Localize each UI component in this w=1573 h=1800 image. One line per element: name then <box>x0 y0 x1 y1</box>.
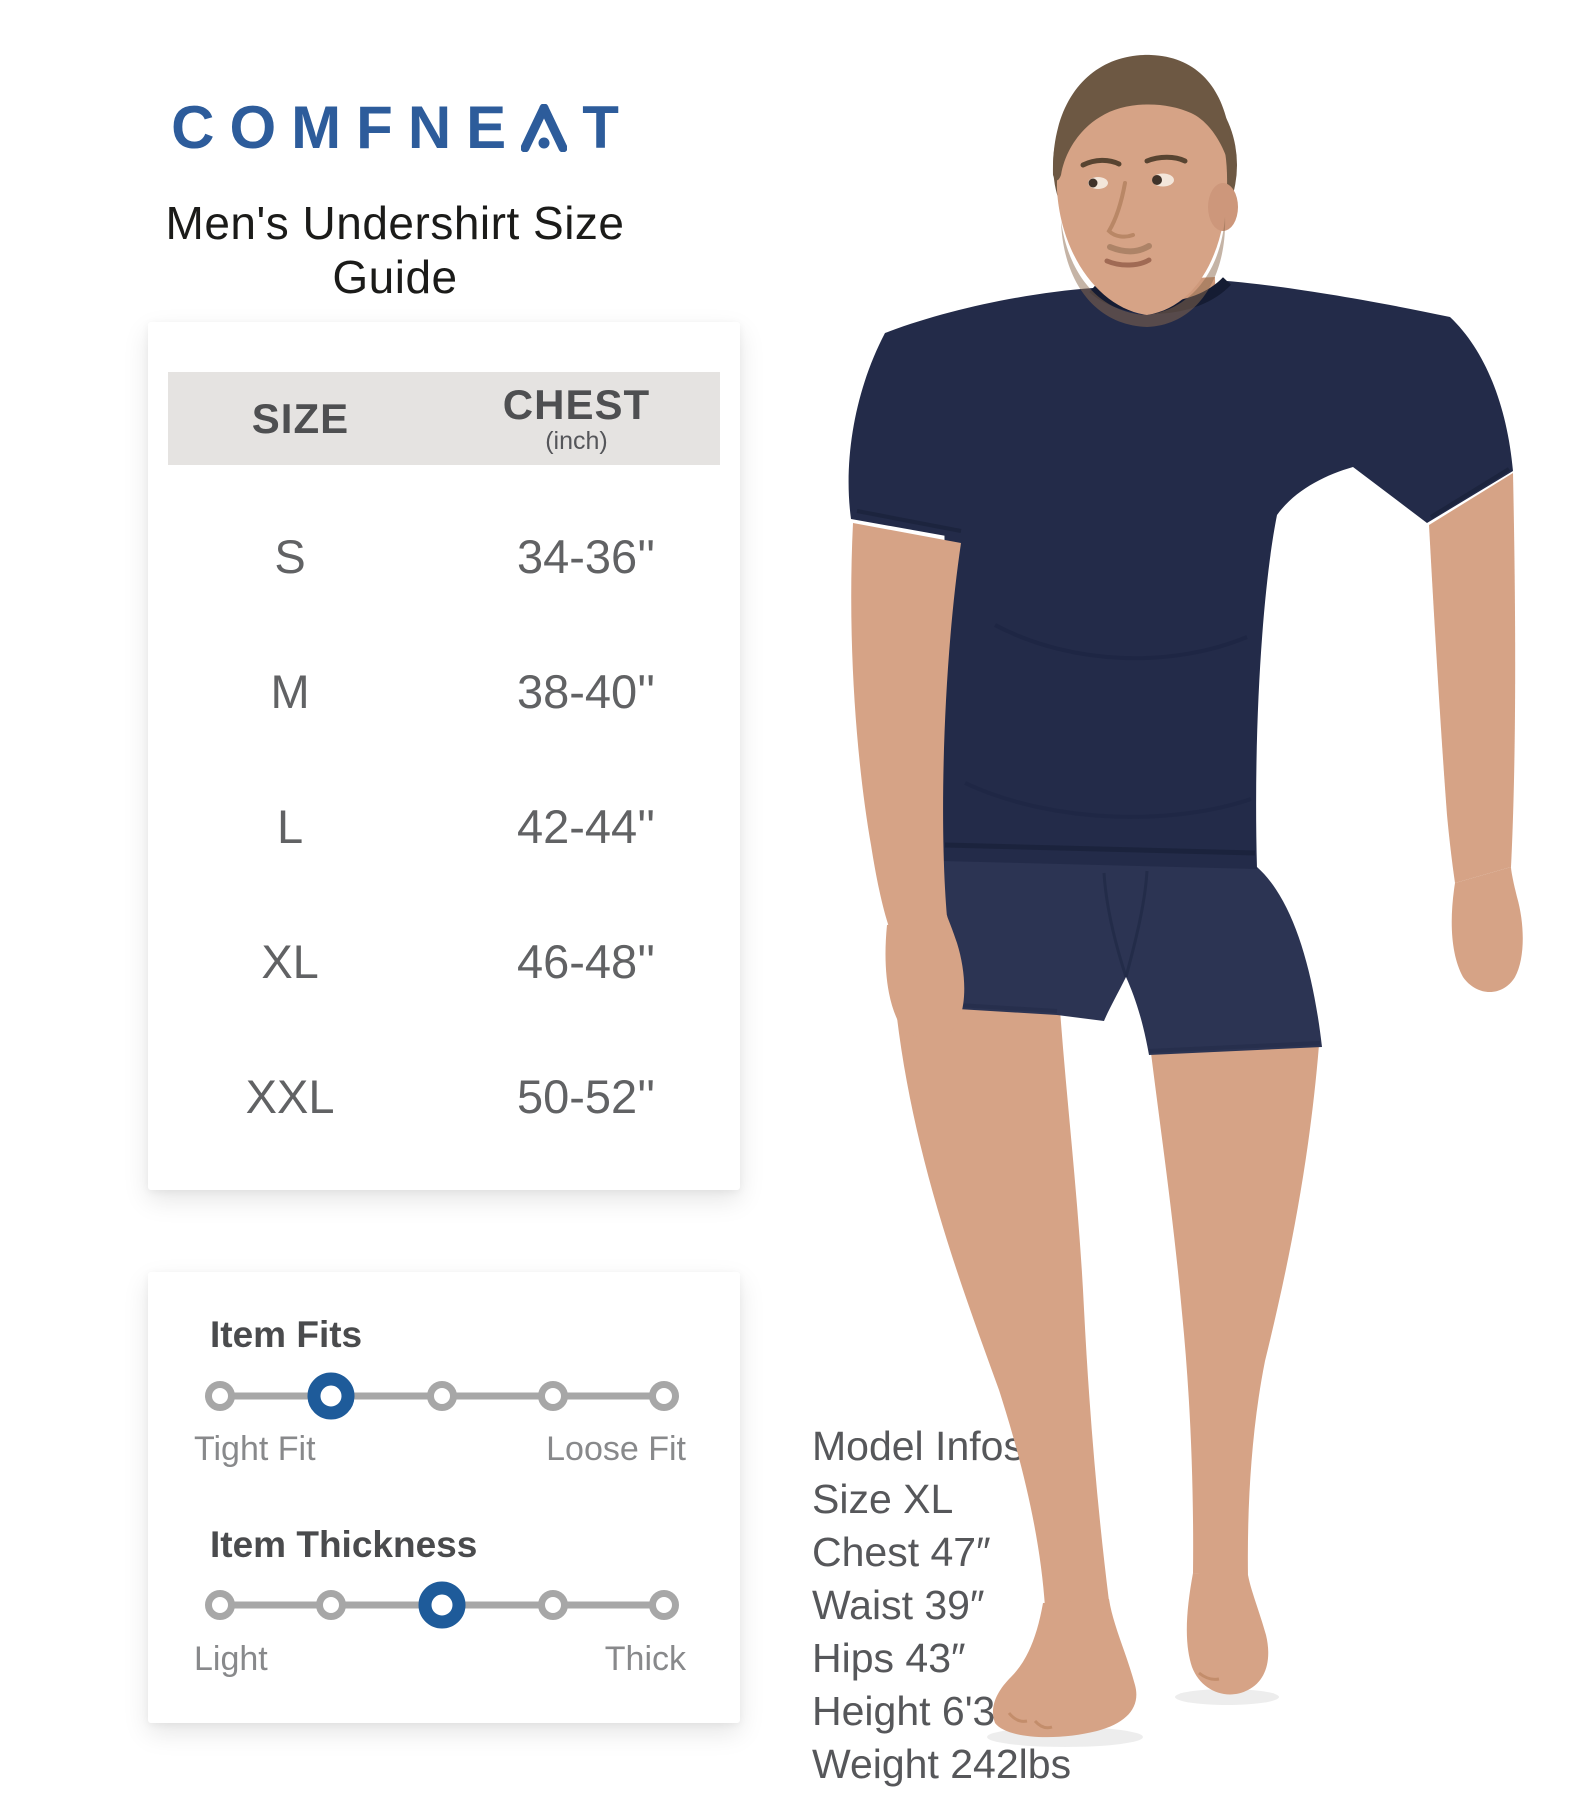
item-fits-labels: Tight Fit Loose Fit <box>194 1430 686 1469</box>
column-header-size: SIZE <box>251 394 350 442</box>
page-title: Men's Undershirt Size Guide <box>165 197 625 303</box>
size-cell: XL <box>261 935 319 988</box>
logo-letter: T <box>582 94 619 161</box>
logo-letter: O <box>229 94 277 161</box>
size-cell: S <box>274 530 306 583</box>
table-row: XL 46-48'' <box>148 894 740 1029</box>
logo-letter: C <box>171 94 215 161</box>
loose-fit-label: Loose Fit <box>546 1430 686 1468</box>
model-info-line: Weight 242lbs <box>812 1741 1072 1787</box>
model-info-line: Hips 43″ <box>812 1635 966 1681</box>
column-header-chest-unit: (inch) <box>545 427 608 455</box>
column-header-chest-label: CHEST <box>502 381 651 428</box>
table-row: M 38-40'' <box>148 624 740 759</box>
chest-cell: 46-48'' <box>516 935 656 988</box>
size-table-header: SIZE CHEST (inch) <box>168 372 720 465</box>
size-table-card: SIZE CHEST (inch) S 34-36'' M 38-40'' L … <box>148 322 740 1190</box>
model-photo <box>848 54 1523 1747</box>
model-info: Model Infos Size XL Chest 47″ Waist 39″ … <box>812 1420 1071 1791</box>
logo-letter-a-icon <box>521 104 568 152</box>
chest-cell: 42-44'' <box>516 800 656 853</box>
thick-label: Thick <box>604 1640 686 1678</box>
item-thickness-slider <box>194 1573 690 1637</box>
model-info-line: Chest 47″ <box>812 1529 991 1575</box>
size-cell: M <box>270 665 310 718</box>
chest-cell: 38-40'' <box>516 665 656 718</box>
size-cell: L <box>277 800 304 853</box>
size-cell: XXL <box>245 1070 335 1123</box>
size-table-rows: S 34-36'' M 38-40'' L 42-44'' XL 46-48''… <box>148 465 740 1164</box>
item-fits-slider <box>194 1364 690 1428</box>
logo-letter: N <box>407 94 452 161</box>
table-row: S 34-36'' <box>148 489 740 624</box>
brand-logo: C O M F N E T <box>100 92 690 164</box>
item-fits-title: Item Fits <box>210 1314 363 1355</box>
model-info-line: Size XL <box>812 1476 954 1522</box>
fit-panel-card: Item Fits Tight Fit Loose Fit Item Thick… <box>148 1272 740 1723</box>
table-row: XXL 50-52'' <box>148 1029 740 1164</box>
light-label: Light <box>194 1640 268 1678</box>
table-row: L 42-44'' <box>148 759 740 894</box>
item-thickness-title: Item Thickness <box>210 1524 478 1565</box>
model-info-line: Height 6'3" <box>812 1688 1010 1734</box>
model-info-line: Model Infos <box>812 1423 1024 1469</box>
column-header-chest: CHEST (inch) <box>433 381 720 456</box>
model-info-line: Waist 39″ <box>812 1582 985 1628</box>
chest-cell: 50-52'' <box>516 1070 656 1123</box>
logo-letter: E <box>466 94 507 161</box>
chest-cell: 34-36'' <box>516 530 656 583</box>
logo-letter: F <box>356 94 393 161</box>
tight-fit-label: Tight Fit <box>194 1430 316 1468</box>
logo-letter: M <box>291 94 342 161</box>
item-thickness-labels: Light Thick <box>194 1640 686 1679</box>
